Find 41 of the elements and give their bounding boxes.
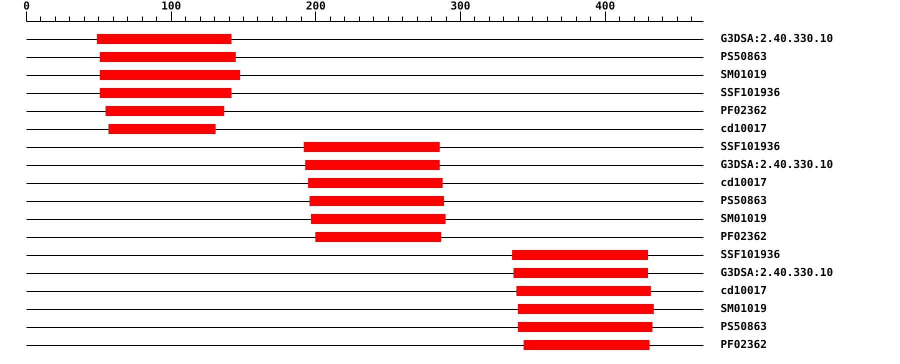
x-tick-label: 400 (595, 0, 616, 12)
bar (108, 124, 216, 134)
bar (304, 142, 440, 152)
bar (308, 178, 443, 188)
bar (512, 250, 648, 260)
bar (106, 106, 224, 116)
y-tick-label: G3DSA:2.40.330.10 (720, 266, 834, 279)
y-tick-label: SM01019 (720, 302, 767, 315)
bar (315, 232, 442, 242)
y-tick-label: PF02362 (720, 104, 767, 117)
bar (516, 286, 651, 296)
y-tick-label: SM01019 (720, 68, 767, 81)
bar (518, 322, 652, 332)
y-tick-label: G3DSA:2.40.330.10 (720, 158, 834, 171)
y-tick-label: PS50863 (720, 194, 767, 207)
y-tick-label: SSF101936 (720, 248, 780, 261)
bar (305, 160, 440, 170)
bar (518, 304, 654, 314)
bar (524, 340, 650, 350)
y-tick-label: cd10017 (720, 176, 767, 189)
bar (100, 70, 240, 80)
bar (514, 268, 648, 278)
y-tick-label: PS50863 (720, 320, 767, 333)
y-tick-label: cd10017 (720, 284, 767, 297)
y-tick-label: cd10017 (720, 122, 767, 135)
y-tick-label: SM01019 (720, 212, 767, 225)
y-tick-label: PS50863 (720, 50, 767, 63)
y-tick-label: SSF101936 (720, 86, 780, 99)
y-tick-label: PF02362 (720, 338, 767, 351)
bar (100, 88, 232, 98)
y-tick-label: SSF101936 (720, 140, 780, 153)
bar (100, 52, 236, 62)
y-tick-label: PF02362 (720, 230, 767, 243)
x-tick-label: 300 (450, 0, 470, 12)
x-tick-label: 200 (306, 0, 326, 12)
x-tick-label: 100 (161, 0, 182, 12)
bar (310, 214, 446, 224)
y-tick-label: G3DSA:2.40.330.10 (720, 32, 834, 45)
bar (310, 196, 444, 206)
bar (96, 34, 232, 44)
x-tick-label: 0 (23, 0, 30, 12)
